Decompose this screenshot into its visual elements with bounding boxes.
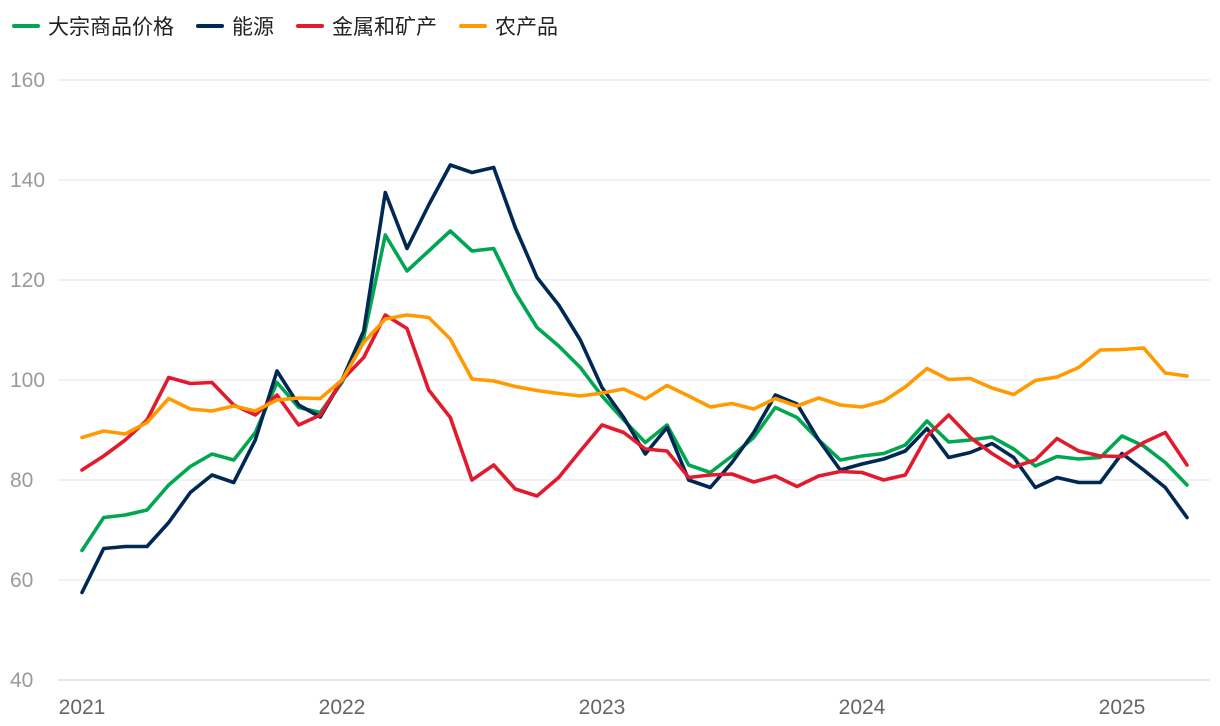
x-tick-label-2023: 2023 xyxy=(579,696,626,719)
legend-item-commodity-price: 大宗商品价格 xyxy=(12,11,174,41)
grid-lines xyxy=(58,79,1210,681)
y-tick-label-140: 140 xyxy=(10,169,45,192)
x-tick-label-2021: 2021 xyxy=(59,696,106,719)
legend-swatch-energy xyxy=(196,24,224,28)
axis-ticks: 40 60 80 100 120 140 160 2021 2022 2023 2024 2025 xyxy=(10,69,1145,719)
x-tick-label-2024: 2024 xyxy=(839,696,886,719)
x-tick-label-2022: 2022 xyxy=(319,696,366,719)
series-line-agriculture xyxy=(80,313,1189,440)
series-lines xyxy=(80,163,1189,595)
y-tick-label-40: 40 xyxy=(10,669,33,692)
chart-legend: 大宗商品价格 能源 金属和矿产 农产品 xyxy=(12,11,580,41)
legend-label-metals-minerals: 金属和矿产 xyxy=(332,15,437,39)
legend-item-agriculture: 农产品 xyxy=(459,11,558,41)
legend-swatch-agriculture xyxy=(459,24,487,28)
y-tick-label-80: 80 xyxy=(10,469,33,492)
legend-swatch-metals-minerals xyxy=(296,24,324,28)
y-tick-label-160: 160 xyxy=(10,69,45,92)
legend-item-energy: 能源 xyxy=(196,11,274,41)
x-tick-label-2025: 2025 xyxy=(1099,696,1146,719)
series-line-energy xyxy=(80,163,1189,595)
y-tick-label-100: 100 xyxy=(10,369,45,392)
legend-label-energy: 能源 xyxy=(232,15,274,39)
y-tick-label-60: 60 xyxy=(10,569,33,592)
legend-item-metals-minerals: 金属和矿产 xyxy=(296,11,437,41)
y-tick-label-120: 120 xyxy=(10,269,45,292)
legend-label-agriculture: 农产品 xyxy=(495,15,558,39)
legend-swatch-commodity-price xyxy=(12,24,40,28)
legend-label-commodity-price: 大宗商品价格 xyxy=(48,15,174,39)
